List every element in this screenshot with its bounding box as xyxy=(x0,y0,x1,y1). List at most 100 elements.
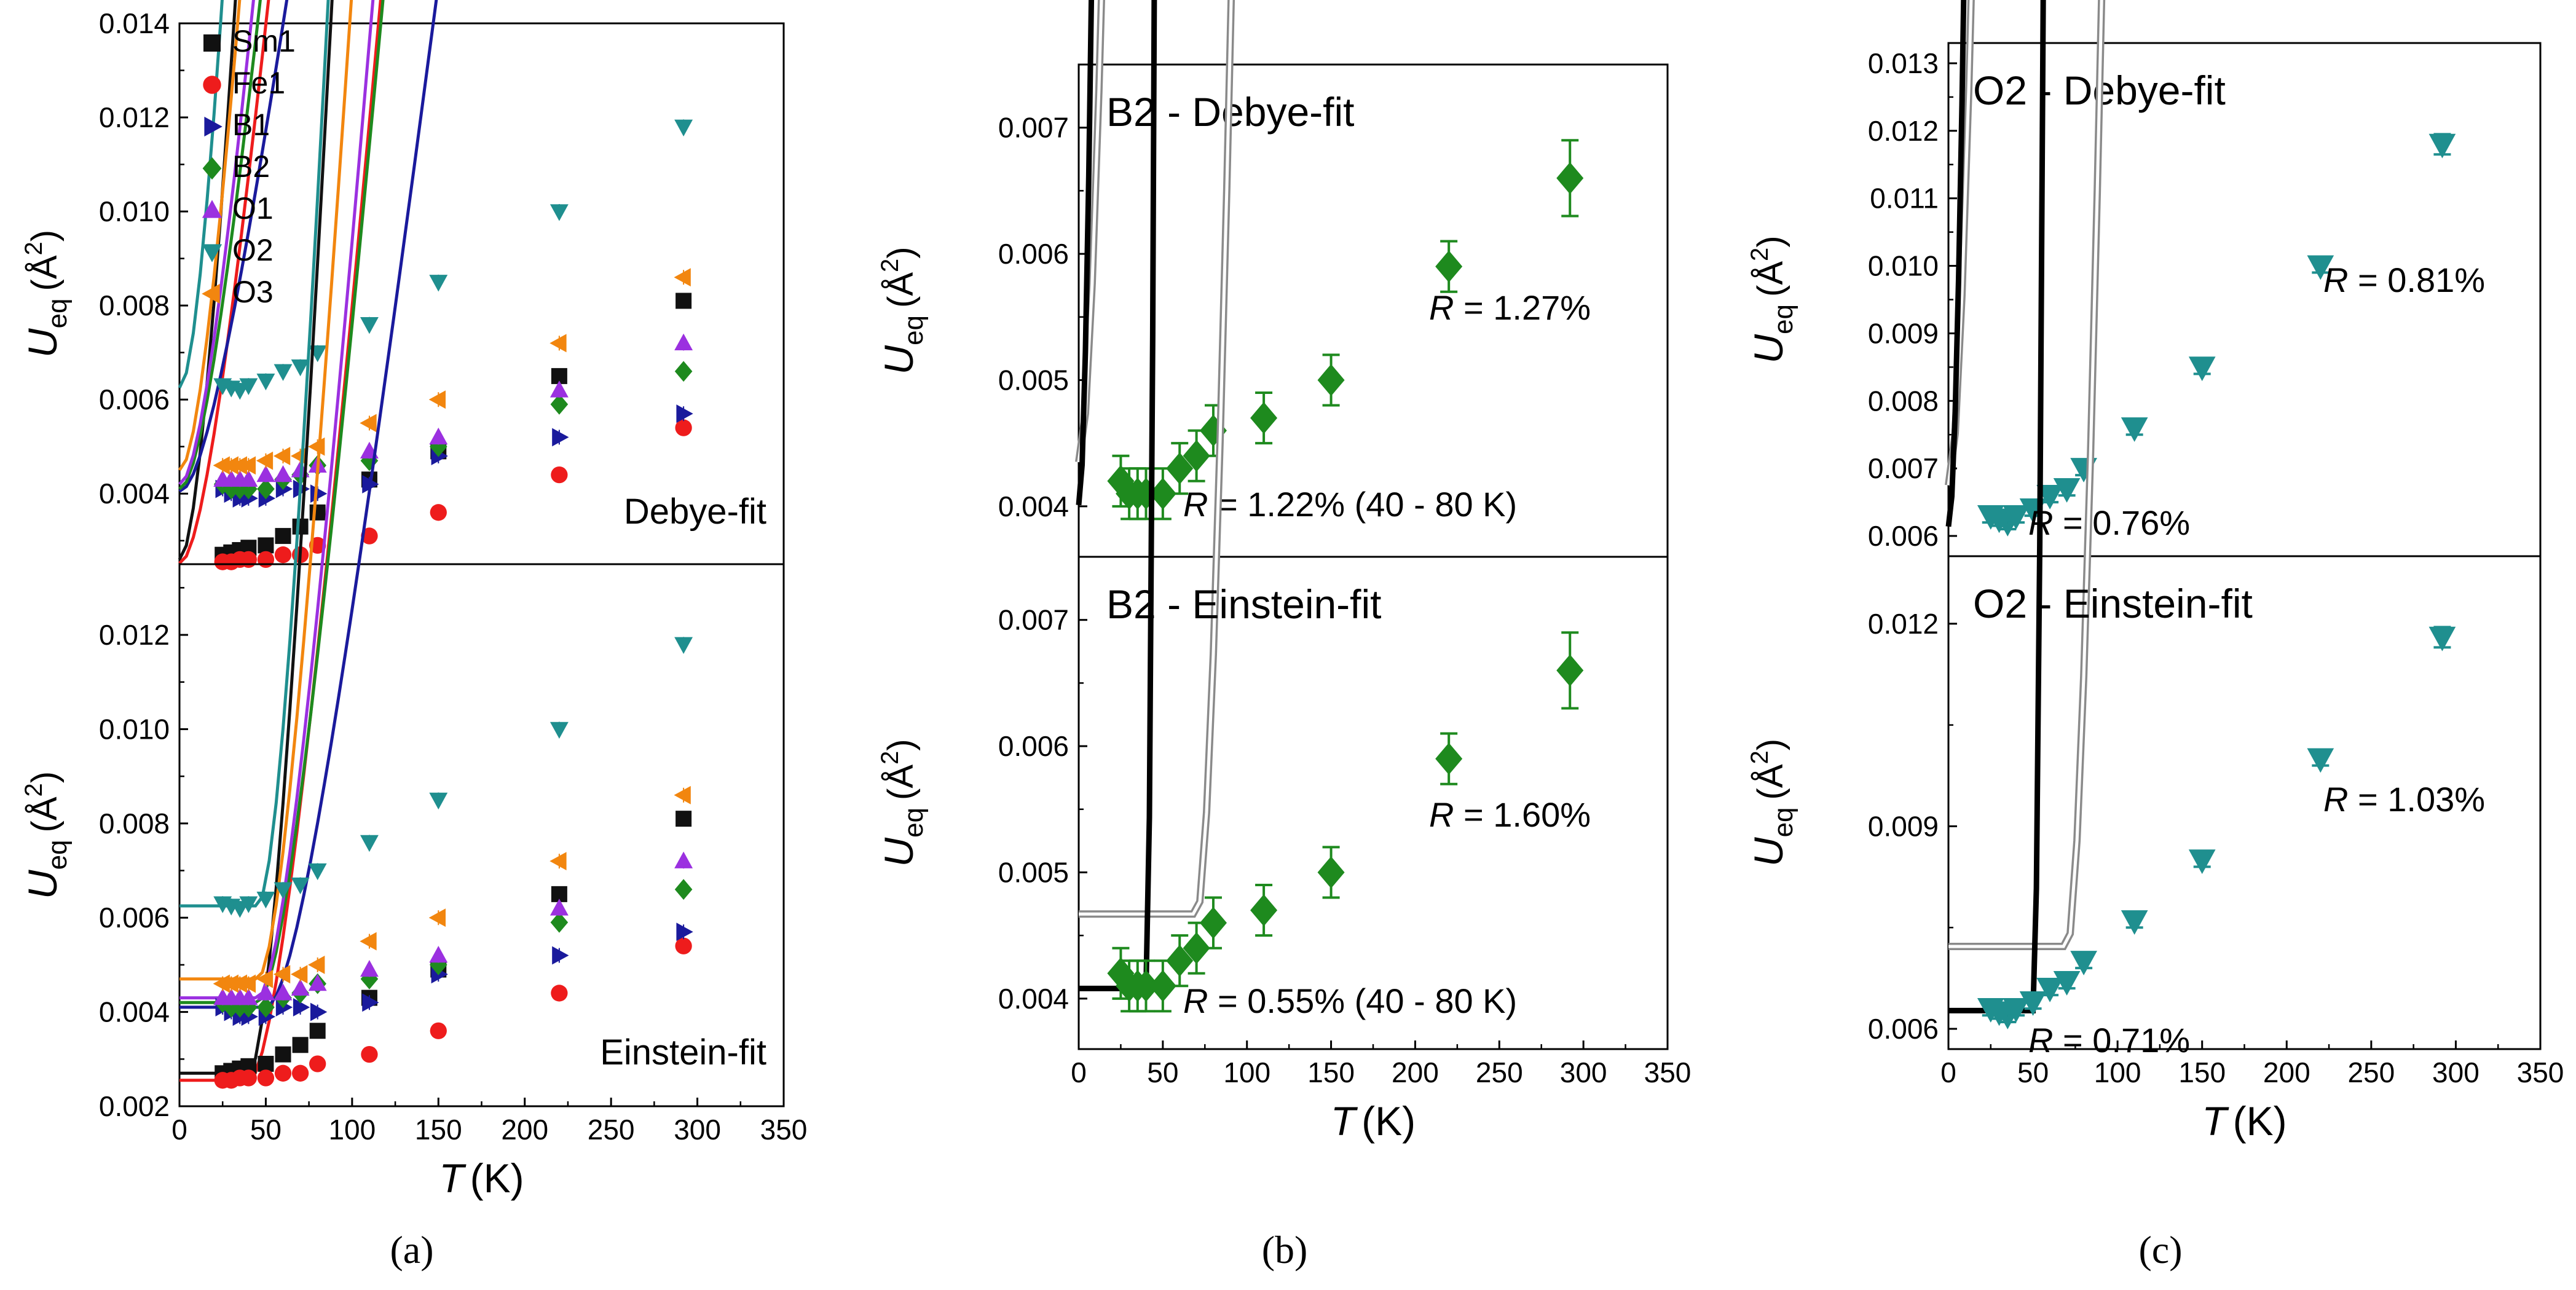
data-point-fe1 xyxy=(309,1055,326,1072)
data-point-o2 xyxy=(674,119,693,136)
panel-title: B2 - Einstein-fit xyxy=(1106,581,1382,627)
chart-c: 0.006 0.007 0.008 0.009 0.010 0.011 0.012 0.013… xyxy=(1746,0,2564,1144)
data-point xyxy=(1199,907,1227,939)
data-point-o2 xyxy=(274,364,293,381)
legend-marker-o1 xyxy=(202,200,223,218)
data-point-o1 xyxy=(308,973,327,991)
data-point xyxy=(2053,971,2081,996)
data-point-b2 xyxy=(674,879,693,900)
data-point-o3 xyxy=(291,965,308,984)
x-tick-label: 300 xyxy=(1560,1056,1607,1088)
data-point-o2 xyxy=(291,877,310,895)
fit-curve-o3 xyxy=(179,0,353,981)
y-tick-label: 0.006 xyxy=(1868,520,1939,552)
data-point-o3 xyxy=(238,974,256,993)
y-tick-label: 0.004 xyxy=(998,983,1069,1015)
r-value-low: R = 0.76% xyxy=(2028,503,2190,542)
data-point-o1 xyxy=(239,470,258,487)
data-point-o3 xyxy=(238,456,256,475)
y-axis-label: Ueq(Å2) xyxy=(20,771,73,899)
data-point-o3 xyxy=(360,932,377,951)
data-point xyxy=(2121,417,2148,442)
data-point-o1 xyxy=(360,959,379,977)
data-point-o1 xyxy=(256,465,275,482)
x-tick-label: 0 xyxy=(1071,1056,1087,1088)
x-tick-label: 350 xyxy=(1644,1056,1692,1088)
data-point xyxy=(1250,894,1278,927)
data-point-fe1 xyxy=(361,1045,378,1063)
x-tick-label: 150 xyxy=(1307,1056,1355,1088)
data-point xyxy=(1183,439,1210,472)
y-tick-label: 0.004 xyxy=(99,996,170,1028)
data-point-o2 xyxy=(429,275,448,292)
y-tick-label: 0.009 xyxy=(1868,810,1939,842)
data-point-b1 xyxy=(310,484,328,503)
legend-label-sm1: Sm1 xyxy=(232,24,296,58)
data-point-o1 xyxy=(239,988,258,1005)
r-value-high: R = 1.60% xyxy=(1429,795,1591,834)
data-point-fe1 xyxy=(274,1064,292,1082)
data-point xyxy=(2121,910,2148,935)
x-axis-label: T (K) xyxy=(1331,1098,1416,1144)
data-point-o2 xyxy=(549,722,569,739)
data-point-fe1 xyxy=(291,1064,309,1082)
data-point-b2 xyxy=(550,911,569,933)
data-point-o3 xyxy=(230,974,247,993)
data-point-sm1 xyxy=(258,537,274,554)
data-point xyxy=(2053,478,2081,503)
panel-fit-label: Debye-fit xyxy=(624,492,766,532)
fit-curve-o1 xyxy=(179,0,375,1000)
legend-label-o2: O2 xyxy=(232,233,274,267)
panel-b-einstein: 0.004 0.005 0.006 0.007 Ueq(Å2) B2 - Einstein… xyxy=(876,0,1669,1050)
data-point xyxy=(1435,250,1463,283)
chart-a: 0.004 0.006 0.008 0.010 0.012 0.014 Ueq(Å2) Deb… xyxy=(20,0,807,1201)
data-point-o2 xyxy=(274,882,293,899)
y-tick-label: 0.005 xyxy=(998,364,1069,396)
data-point-b1 xyxy=(293,997,310,1017)
x-tick-label: 200 xyxy=(1392,1056,1439,1088)
data-point-o2 xyxy=(429,792,448,810)
legend-marker-b1 xyxy=(204,116,223,137)
data-point-o2 xyxy=(549,204,569,221)
data-point-b2 xyxy=(550,393,569,415)
data-point xyxy=(2307,748,2334,773)
y-tick-label: 0.012 xyxy=(99,619,170,651)
r-value-high: R = 1.27% xyxy=(1429,288,1591,327)
data-point-sm1 xyxy=(275,528,291,545)
y-tick-label: 0.014 xyxy=(99,7,170,39)
data-point-o1 xyxy=(291,978,310,996)
x-tick-label: 0 xyxy=(1940,1056,1956,1088)
data-point-o3 xyxy=(549,852,567,871)
data-point-o3 xyxy=(273,447,291,465)
data-point-fe1 xyxy=(551,466,568,484)
legend-marker-fe1 xyxy=(203,76,221,94)
fit-curve-high-inner xyxy=(1079,0,1233,916)
data-point-o1 xyxy=(429,427,448,445)
panel-a-debye: 0.004 0.006 0.008 0.010 0.012 0.014 Ueq(Å2) Deb… xyxy=(20,0,785,570)
data-point-sm1 xyxy=(309,504,326,521)
data-point-o1 xyxy=(549,899,569,916)
data-point-sm1 xyxy=(676,293,692,309)
x-tick-label: 200 xyxy=(2263,1056,2310,1088)
r-value-low: R = 0.71% xyxy=(2028,1021,2190,1060)
x-tick-label: 250 xyxy=(588,1114,635,1146)
data-point xyxy=(1435,742,1463,775)
legend-label-b2: B2 xyxy=(232,149,270,184)
y-tick-label: 0.007 xyxy=(998,604,1069,636)
data-point-o3 xyxy=(256,451,274,470)
fit-curve-low xyxy=(1079,0,1157,991)
data-point-fe1 xyxy=(675,419,692,436)
legend-label-fe1: Fe1 xyxy=(232,66,285,100)
y-tick-label: 0.008 xyxy=(1868,385,1939,417)
data-point-o3 xyxy=(256,969,274,988)
data-point-o2 xyxy=(291,359,310,377)
y-tick-label: 0.006 xyxy=(998,238,1069,270)
x-tick-label: 350 xyxy=(2517,1056,2564,1088)
y-tick-label: 0.004 xyxy=(998,490,1069,522)
y-tick-label: 0.012 xyxy=(1868,115,1939,147)
data-point-fe1 xyxy=(240,551,257,568)
data-point-b1 xyxy=(362,993,379,1012)
data-point-b1 xyxy=(310,1002,328,1021)
